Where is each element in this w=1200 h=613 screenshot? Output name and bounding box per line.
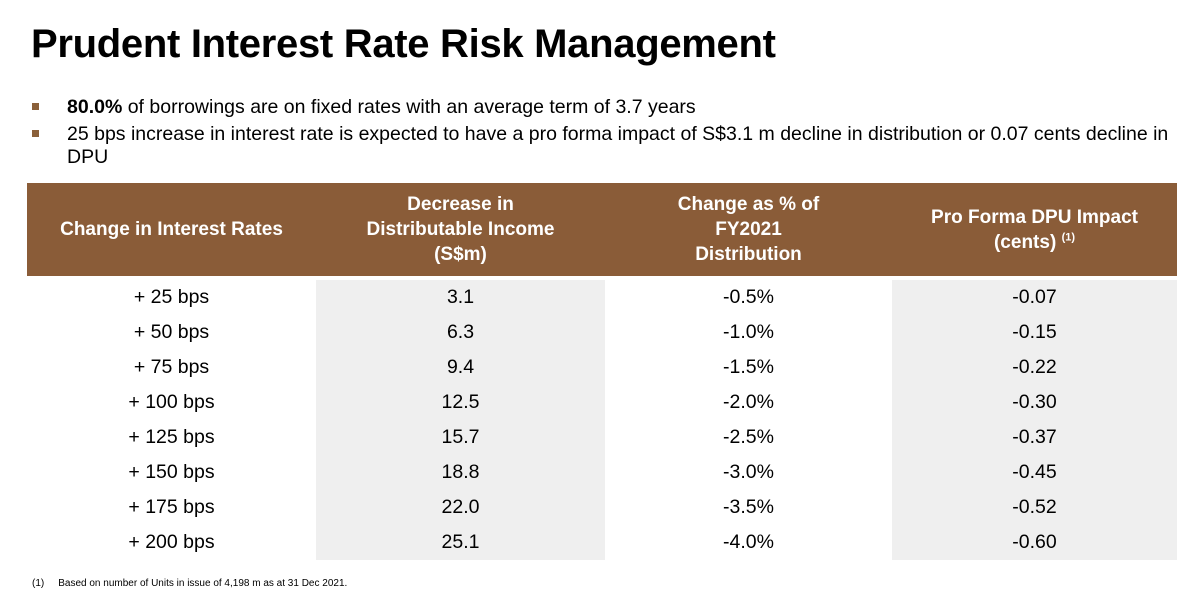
table-row: + 100 bps 12.5 -2.0% -0.30 bbox=[27, 385, 1177, 420]
cell-change-percent: -2.5% bbox=[723, 426, 774, 448]
bullet-bold-value: 80.0% bbox=[67, 96, 123, 118]
table-header: Change in Interest Rates Decrease in Dis… bbox=[27, 183, 1177, 276]
cell-dpu-impact: -0.07 bbox=[892, 280, 1177, 315]
cell-rate-change: + 175 bps bbox=[128, 496, 215, 518]
cell-decrease-income: 22.0 bbox=[316, 490, 605, 525]
cell-change-percent: -1.5% bbox=[723, 356, 774, 378]
table-row: + 200 bps 25.1 -4.0% -0.60 bbox=[27, 525, 1177, 560]
cell-change-percent: -2.0% bbox=[723, 391, 774, 413]
bullet-text: of borrowings are on fixed rates with an… bbox=[122, 96, 696, 118]
cell-decrease-income: 18.8 bbox=[316, 455, 605, 490]
cell-rate-change: + 200 bps bbox=[128, 531, 215, 553]
cell-rate-change: + 100 bps bbox=[128, 391, 215, 413]
cell-change-percent: -1.0% bbox=[723, 321, 774, 343]
cell-change-percent: -0.5% bbox=[723, 286, 774, 308]
table-body: + 25 bps 3.1 -0.5% -0.07 + 50 bps 6.3 -1.0% -0.… bbox=[27, 280, 1177, 560]
cell-dpu-impact: -0.45 bbox=[892, 455, 1177, 490]
cell-rate-change: + 25 bps bbox=[133, 286, 210, 308]
cell-rate-change: + 50 bps bbox=[133, 321, 210, 343]
cell-change-percent: -4.0% bbox=[723, 531, 774, 553]
table-row: + 125 bps 15.7 -2.5% -0.37 bbox=[27, 420, 1177, 455]
table-row: + 150 bps 18.8 -3.0% -0.45 bbox=[27, 455, 1177, 490]
cell-dpu-impact: -0.22 bbox=[892, 350, 1177, 385]
square-bullet-icon bbox=[32, 103, 39, 110]
bullet-list: 80.0% of borrowings are on fixed rates w… bbox=[32, 96, 1182, 173]
cell-change-percent: -3.5% bbox=[723, 496, 774, 518]
cell-dpu-impact: -0.60 bbox=[892, 525, 1177, 560]
cell-decrease-income: 6.3 bbox=[316, 315, 605, 350]
cell-dpu-impact: -0.15 bbox=[892, 315, 1177, 350]
cell-decrease-income: 25.1 bbox=[316, 525, 605, 560]
header-label: Change as % of FY2021 Distribution bbox=[677, 194, 820, 265]
header-change-in-rates: Change in Interest Rates bbox=[27, 183, 316, 276]
footnote-marker: (1) bbox=[1061, 231, 1076, 244]
cell-rate-change: + 150 bps bbox=[128, 461, 215, 483]
cell-decrease-income: 3.1 bbox=[316, 280, 605, 315]
cell-rate-change: + 75 bps bbox=[133, 356, 210, 378]
cell-decrease-income: 15.7 bbox=[316, 420, 605, 455]
cell-rate-change: + 125 bps bbox=[128, 426, 215, 448]
cell-dpu-impact: -0.37 bbox=[892, 420, 1177, 455]
footnote-text: Based on number of Units in issue of 4,1… bbox=[58, 578, 348, 589]
table-row: + 175 bps 22.0 -3.5% -0.52 bbox=[27, 490, 1177, 525]
cell-decrease-income: 12.5 bbox=[316, 385, 605, 420]
cell-dpu-impact: -0.52 bbox=[892, 490, 1177, 525]
page-title: Prudent Interest Rate Risk Management bbox=[31, 22, 776, 66]
header-decrease-income: Decrease in Distributable Income (S$m) bbox=[316, 183, 605, 276]
bullet-item: 80.0% of borrowings are on fixed rates w… bbox=[32, 96, 1182, 119]
footnote: (1) Based on number of Units in issue of … bbox=[32, 578, 347, 589]
bullet-item: 25 bps increase in interest rate is expe… bbox=[32, 123, 1182, 169]
square-bullet-icon bbox=[32, 130, 39, 137]
table-row: + 75 bps 9.4 -1.5% -0.22 bbox=[27, 350, 1177, 385]
header-change-percent: Change as % of FY2021 Distribution bbox=[605, 183, 892, 276]
bullet-text: 25 bps increase in interest rate is expe… bbox=[67, 123, 1169, 168]
interest-rate-table: Change in Interest Rates Decrease in Dis… bbox=[27, 183, 1177, 560]
table-row: + 25 bps 3.1 -0.5% -0.07 bbox=[27, 280, 1177, 315]
header-label-text: Pro Forma DPU Impact (cents) bbox=[931, 206, 1138, 253]
header-label: Change in Interest Rates bbox=[60, 219, 283, 240]
cell-change-percent: -3.0% bbox=[723, 461, 774, 483]
cell-decrease-income: 9.4 bbox=[316, 350, 605, 385]
footnote-mark: (1) bbox=[32, 578, 45, 589]
table-row: + 50 bps 6.3 -1.0% -0.15 bbox=[27, 315, 1177, 350]
header-label: Pro Forma DPU Impact (cents) (1) bbox=[915, 205, 1155, 255]
header-dpu-impact: Pro Forma DPU Impact (cents) (1) bbox=[892, 183, 1177, 276]
cell-dpu-impact: -0.30 bbox=[892, 385, 1177, 420]
header-label: Decrease in Distributable Income (S$m) bbox=[366, 194, 555, 265]
